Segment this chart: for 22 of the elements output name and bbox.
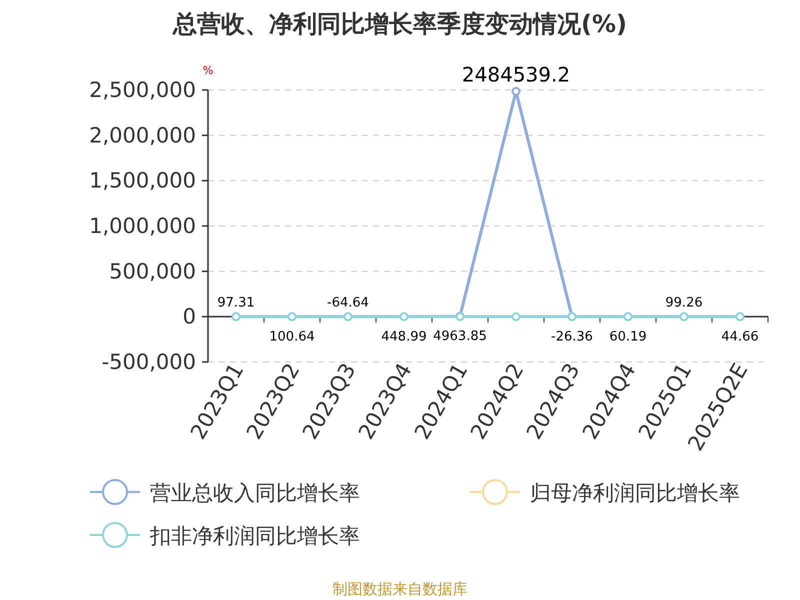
text: 制图数据来自数据库 [332,580,468,598]
y-tick-label: 1,000,000 [89,214,196,238]
data-label: 4963.85 [433,329,487,344]
legend-label: 营业总收入同比增长率 [150,481,360,505]
y-tick-label: 2,000,000 [89,123,196,148]
data-label: 60.19 [609,330,647,345]
data-label: -64.64 [327,296,369,311]
data-label: -26.36 [551,330,593,345]
legend-label: 归母净利润同比增长率 [530,481,740,505]
y-tick-label: 1,500,000 [89,168,196,193]
y-tick-label: 0 [182,304,196,329]
y-tick-label: 500,000 [109,259,196,284]
data-label: 2484539.2 [462,62,570,86]
legend-label: 扣非净利润同比增长率 [149,524,360,548]
chart-title: 总营收、净利同比增长率季度变动情况(%) [172,10,627,38]
y-tick-label: 2,500,000 [89,78,196,102]
data-label: 97.31 [217,296,255,311]
data-label: 99.26 [665,296,703,311]
data-label: 100.64 [269,330,315,345]
data-label: 44.66 [721,330,759,345]
data-label: 448.99 [381,330,427,345]
y-axis-title: % [202,64,214,77]
